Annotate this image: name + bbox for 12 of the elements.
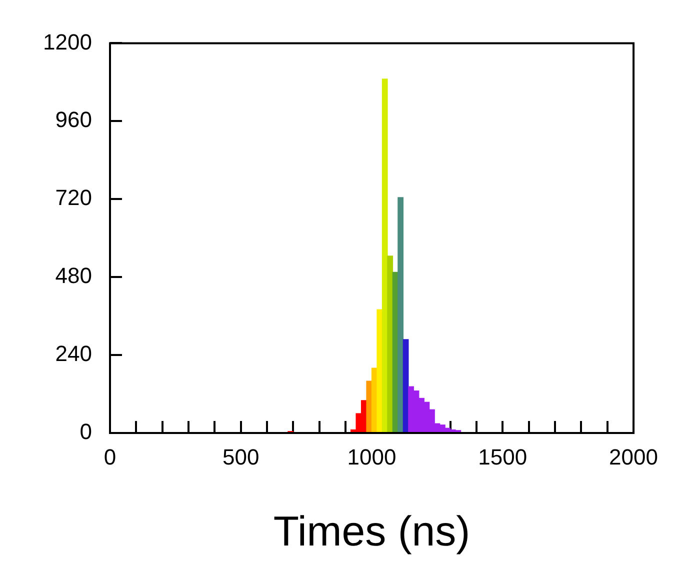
x-tick-label: 0 <box>104 444 116 470</box>
x-tick-label: 500 <box>222 444 260 470</box>
y-tick-label: 480 <box>55 263 92 288</box>
y-tick-label: 240 <box>55 341 92 366</box>
y-tick-label: 1200 <box>43 29 92 54</box>
y-tick-label: 960 <box>55 107 92 132</box>
x-tick-label: 1500 <box>478 444 528 470</box>
x-tick-label: 1000 <box>347 444 396 470</box>
y-tick-label: 0 <box>80 419 92 444</box>
x-tick-label: 2000 <box>609 444 658 470</box>
y-tick-label: 720 <box>55 185 92 210</box>
x-axis-title: Times (ns) <box>273 507 470 554</box>
